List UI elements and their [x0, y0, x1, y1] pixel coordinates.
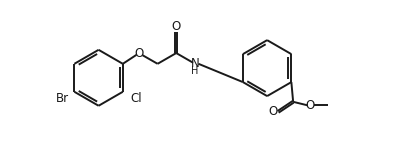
Text: O: O: [269, 105, 278, 118]
Text: H: H: [191, 66, 199, 76]
Text: Br: Br: [56, 92, 69, 105]
Text: O: O: [135, 47, 144, 60]
Text: N: N: [191, 57, 199, 70]
Text: O: O: [306, 99, 315, 112]
Text: O: O: [172, 20, 181, 33]
Text: Cl: Cl: [131, 92, 142, 105]
